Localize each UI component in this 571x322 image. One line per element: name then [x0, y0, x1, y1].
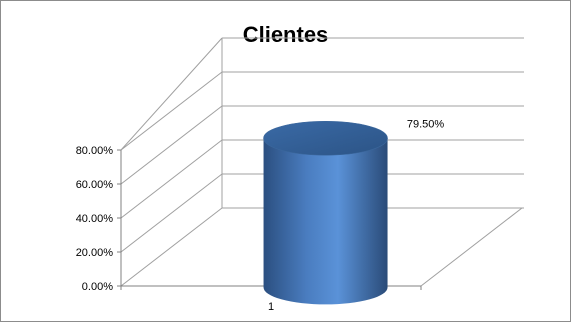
chart-title: Clientes [242, 22, 329, 47]
gridline-side [120, 207, 223, 287]
y-tick-label: 60.00% [76, 179, 114, 191]
gridline-side [120, 71, 223, 151]
y-tick-label: 80.00% [76, 145, 114, 157]
bar-body [263, 138, 388, 305]
x-tick-label: 1 [268, 301, 274, 313]
gridline-side [120, 105, 223, 185]
bar-top [263, 120, 388, 156]
side-wall-top-edge [120, 37, 223, 151]
gridline-side [120, 173, 223, 253]
y-tick-label: 40.00% [76, 213, 114, 225]
y-tick-label: 20.00% [76, 247, 114, 259]
data-label: 79.50% [407, 118, 445, 130]
gridline-side [120, 139, 223, 219]
floor-right-edge [420, 207, 523, 287]
y-tick-label: 0.00% [82, 281, 113, 293]
bar-cylinder [263, 120, 388, 305]
